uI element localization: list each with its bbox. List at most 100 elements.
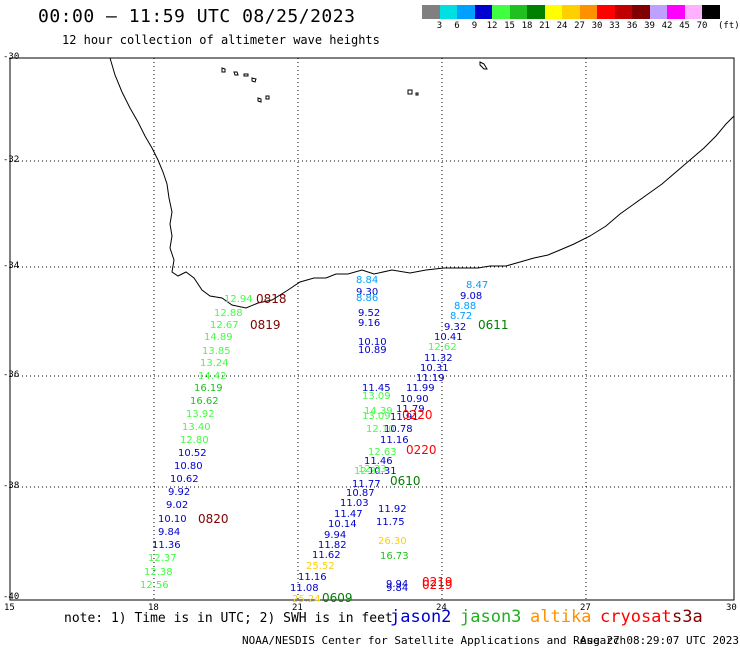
colorbar-swatch	[597, 5, 615, 19]
wave-height-value: 12.94	[224, 294, 253, 305]
wave-height-value: 9.02	[166, 500, 188, 511]
colorbar-label: 30	[591, 21, 603, 31]
wave-height-value: 16.62	[190, 396, 219, 407]
colorbar-swatch	[702, 5, 720, 19]
wave-height-value: 11.16	[380, 435, 409, 446]
satellite-jason3: jason3	[460, 607, 522, 627]
wave-height-value: 10.31	[368, 466, 397, 477]
wave-height-value: 12.31	[354, 466, 383, 477]
islands	[221, 61, 488, 103]
wave-height-value: 12.10	[366, 424, 395, 435]
lon-label: 18	[148, 603, 159, 613]
wave-height-value: 14.89	[204, 332, 233, 343]
wave-height-value: 9.30	[356, 287, 378, 298]
wave-height-value: 13.09	[362, 411, 391, 422]
colorbar-swatch	[422, 5, 440, 19]
colorbar-label: 27	[574, 21, 585, 31]
pass-time-label: 0219	[422, 575, 453, 589]
pass-time-label: 0219	[422, 578, 453, 592]
wave-height-value: 11.92	[378, 504, 407, 515]
lat-label: -38	[3, 481, 20, 491]
pass-time-label: 0820	[198, 512, 229, 526]
colorbar-swatch	[632, 5, 650, 19]
pass-time-label: 0609	[322, 591, 353, 605]
wave-height-value: 11.62	[312, 550, 341, 561]
wave-height-value: 13.24	[200, 358, 229, 369]
colorbar-unit: (ft)	[718, 21, 740, 31]
colorbar-label: 15	[504, 21, 515, 31]
pass-time-label: 0611	[478, 318, 509, 332]
wave-height-value: 10.10	[158, 514, 187, 525]
colorbar-swatch	[474, 5, 492, 19]
credit-line: NOAA/NESDIS Center for Satellite Applica…	[242, 634, 627, 647]
pass-time-label: 0818	[256, 292, 287, 306]
lon-label: 21	[292, 603, 303, 613]
wave-height-value: 8.47	[466, 280, 488, 291]
wave-height-value: 9.52	[358, 308, 380, 319]
wave-height-value: 12.80	[180, 435, 209, 446]
lat-label: -36	[3, 370, 20, 380]
wave-height-value: 9.32	[444, 322, 466, 333]
colorbar-swatch	[667, 5, 685, 19]
lon-label: 30	[726, 603, 737, 613]
lon-label: 27	[580, 603, 591, 613]
colorbar-label: 18	[521, 21, 533, 31]
coastline	[109, 57, 735, 309]
wave-height-value: 16.73	[380, 551, 409, 562]
wave-height-value: 10.62	[170, 474, 199, 485]
colorbar-swatch	[492, 5, 510, 19]
pass-time-label: 0610	[390, 474, 421, 488]
wave-height-value: 10.41	[434, 332, 463, 343]
wave-height-value: 9.92	[168, 487, 190, 498]
colorbar-label: 9	[471, 21, 478, 31]
colorbar-label: 21	[539, 21, 550, 31]
colorbar-label: 33	[609, 21, 620, 31]
satellite-jason2: jason2	[390, 607, 452, 627]
wave-height-value: 11.32	[424, 353, 453, 364]
wave-height-value: 12.62	[428, 342, 457, 353]
colorbar-label: 36	[626, 21, 638, 31]
colorbar-swatch	[562, 5, 580, 19]
wave-height-value: 9.84	[158, 527, 180, 538]
wave-height-value: 11.82	[318, 540, 347, 551]
lat-label: -34	[3, 261, 20, 271]
wave-height-value: 12.63	[368, 447, 397, 458]
colorbar-swatch	[439, 5, 457, 19]
colorbar-label: 6	[454, 21, 460, 31]
wave-height-value: 11.75	[376, 517, 405, 528]
wave-height-value: 11.45	[362, 383, 391, 394]
wave-height-value: 10.78	[384, 424, 413, 435]
wave-height-value: 14.42	[198, 371, 227, 382]
wave-height-value: 26.30	[378, 536, 407, 547]
map-title: 00:00 – 11:59 UTC 08/25/2023	[38, 6, 356, 27]
satellite-cryosat: cryosat	[600, 607, 672, 627]
wave-height-value: 10.31	[420, 363, 449, 374]
wave-height-value: 8.84	[356, 275, 378, 286]
colorbar-swatch	[614, 5, 632, 19]
colorbar-label: 70	[696, 21, 708, 31]
colorbar-swatch	[649, 5, 667, 19]
colorbar-swatch	[509, 5, 527, 19]
wave-height-value: 12.38	[144, 567, 173, 578]
colorbar-label: 12	[486, 21, 498, 31]
wave-height-value: 9.94	[386, 579, 408, 590]
satellite-s3a: s3a	[672, 607, 703, 627]
colorbar-swatch	[457, 5, 475, 19]
lat-label: -30	[3, 52, 20, 62]
lat-label: -32	[3, 155, 20, 165]
wave-height-value: 25.52	[306, 561, 335, 572]
wave-height-value: 11.77	[352, 479, 381, 490]
wave-height-value: 12.67	[210, 320, 239, 331]
generated-timestamp: Aug 27 08:29:07 UTC 2023	[580, 634, 739, 647]
pass-time-label: 0220	[406, 443, 437, 457]
wave-height-value: 16.19	[194, 383, 223, 394]
wave-height-value: 11.16	[298, 572, 327, 583]
lon-label: 24	[436, 603, 447, 613]
wave-height-value: 13.09	[362, 391, 391, 402]
colorbar-label: 42	[661, 21, 673, 31]
wave-height-value: 11.19	[416, 373, 445, 384]
wave-height-value: 13.85	[202, 346, 231, 357]
pass-time-label: 0819	[250, 318, 281, 332]
wave-height-value: 11.79	[396, 404, 425, 415]
